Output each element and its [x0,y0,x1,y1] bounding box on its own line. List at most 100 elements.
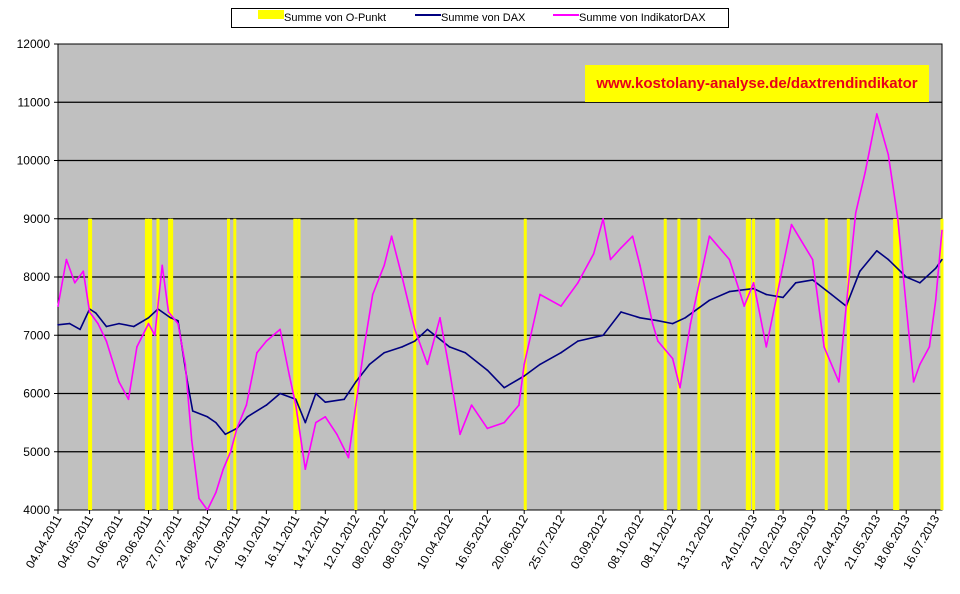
dax-line-point [315,392,317,395]
indikator-line-point [602,217,604,220]
indikator-line-point [127,398,130,401]
dax-line-point [934,267,937,270]
dax-line-point [639,316,641,319]
y-tick-label: 8000 [23,270,50,284]
dax-line-point [413,340,416,342]
dax-line-point [671,322,674,325]
o-punkt-bar [775,218,780,510]
indikator-line-point [486,427,489,430]
indikator-line-point [539,293,541,296]
indikator-line-point [928,346,931,348]
indikator-line-point [279,328,281,331]
dax-line-point [57,323,59,326]
indikator-line-point [190,439,193,441]
indikator-line-point [790,223,793,226]
dax-line-point [811,279,814,281]
indikator-line-point [288,375,291,377]
indikator-line-point [154,334,156,337]
o-punkt-bar [297,218,301,510]
indikator-line-point [222,468,225,471]
indikator-line-point [161,264,163,267]
dax-line-point [577,340,579,342]
indikator-line-point [167,311,170,313]
dax-line-point [887,258,890,261]
dax-line-point [486,369,489,372]
o-punkt-bar [233,218,237,510]
indikator-line-point [315,421,317,424]
indikator-line-point [639,264,641,267]
indikator-line-point [459,433,461,436]
indikator-line-point [811,258,814,261]
legend-label-indikator: Summe von IndikatorDAX [579,12,706,24]
indikator-line-point [88,311,91,313]
dax-line-point [875,249,878,252]
dax-line-point [383,351,386,354]
indikator-line-point [838,381,840,383]
y-tick-label: 12000 [17,37,51,51]
indikator-line-point [708,235,711,238]
o-punkt-bar [523,218,527,510]
indikator-line-point [503,421,506,424]
indikator-line-point [782,264,784,267]
dax-line-point [118,322,120,325]
o-punkt-bar [144,218,149,510]
dax-line-point [905,276,908,278]
indikator-line [57,113,943,511]
indikator-line-point [577,282,579,284]
o-punkt-bar [677,218,681,510]
indikator-line-point [657,340,659,342]
dax-line-point [684,316,687,319]
indikator-line-point [560,305,562,307]
dax-line-point [765,293,768,296]
indikator-line-point [390,235,393,238]
indikator-line-point [215,491,217,494]
indikator-line-point [448,369,451,372]
indikator-line-point [743,305,745,307]
indikator-line-point [336,433,338,436]
dax-line-point [304,421,307,424]
indikator-line-point [105,340,108,342]
x-tick-label: 20.06.2012 [489,512,531,571]
indikator-line-point [57,305,59,307]
dax-line-point [169,316,172,319]
indikator-line-point [413,328,416,331]
indikator-line-point [765,346,768,348]
dax-line-point [401,346,403,348]
indikator-line-point [324,416,327,418]
legend-label-o-punkt: Summe von O-Punkt [284,12,387,24]
indikator-line-point [897,217,899,220]
o-punkt-bar [413,218,417,510]
x-axis-ticks: 04.04.201104.05.201101.06.201129.06.2011… [23,510,942,572]
indikator-line-point [651,322,654,325]
indikator-line-point [679,386,681,389]
indikator-line-point [934,299,937,302]
indikator-line-point [256,351,258,354]
legend-swatch-o-punkt [258,10,284,19]
o-punkt-bar [226,218,230,510]
o-punkt-bar [940,218,944,510]
indikator-line-point [371,293,374,296]
legend: Summe von O-Punkt Summe von DAX Summe vo… [231,8,729,28]
indikator-line-layer [57,113,943,511]
dax-line-point [132,325,135,328]
o-punkt-bar [663,218,667,510]
dax-line-point [215,421,217,424]
indikator-line-point [363,346,366,348]
indikator-line-point [671,357,674,360]
indikator-line-point [609,258,612,261]
o-punkt-bar [745,218,751,510]
o-punkt-bar [293,218,298,510]
dax-line-point [539,363,541,366]
dax-line-point [246,416,249,418]
o-punkt-bars [88,218,944,510]
legend-swatch-indikator [553,14,579,16]
indikator-line-point [912,381,915,383]
dax-line-point [941,258,943,261]
dax-line-point [426,328,429,331]
indikator-line-point [728,258,731,261]
o-punkt-bar [697,218,701,510]
dax-line-point [859,270,861,272]
dax-line-point [448,346,451,348]
indikator-line-point [118,381,120,383]
